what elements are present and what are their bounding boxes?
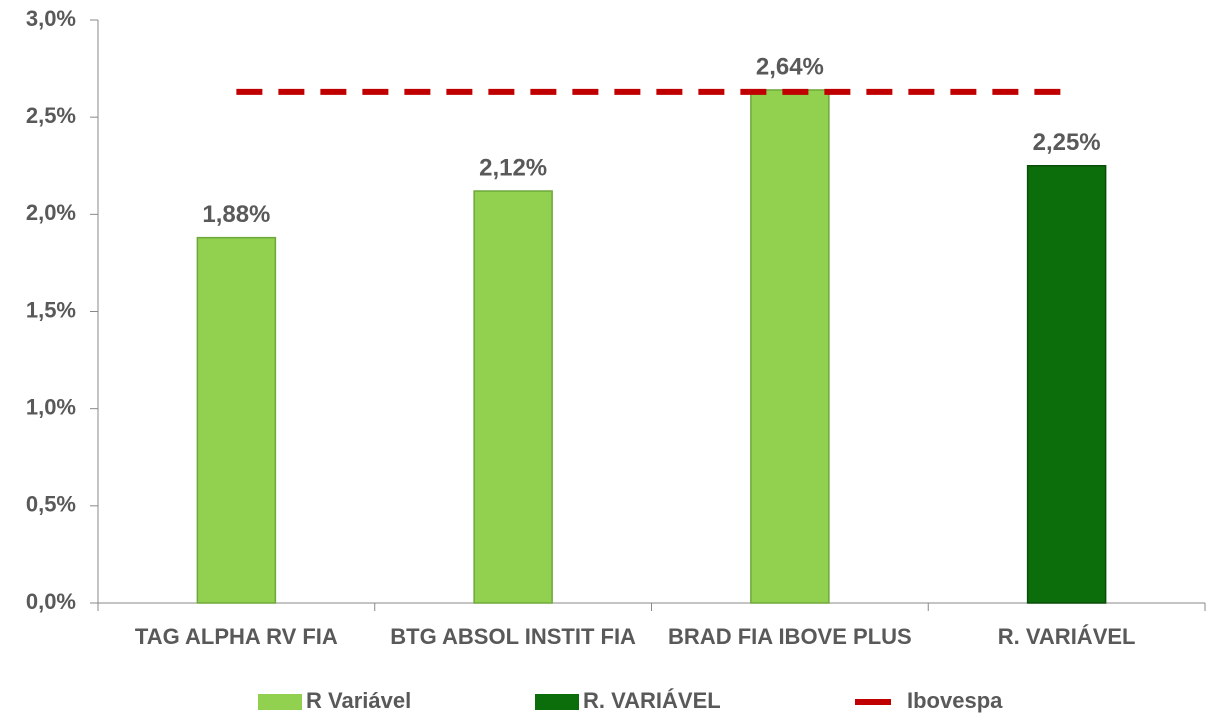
bar [1026,165,1107,604]
x-tick-label: BTG ABSOL INSTIT FIA [390,624,636,649]
x-tick-label: BRAD FIA IBOVE PLUS [668,624,912,649]
y-tick-label: 0,0% [26,589,76,614]
legend-label: Ibovespa [907,688,1003,713]
y-tick-label: 2,0% [26,200,76,225]
legend-label: R Variável [306,688,411,713]
y-tick-label: 0,5% [26,492,76,517]
y-tick-label: 3,0% [26,6,76,31]
legend-swatch [258,694,302,710]
x-tick-label: TAG ALPHA RV FIA [134,624,338,649]
y-tick-label: 1,0% [26,394,76,419]
y-tick-label: 1,5% [26,297,76,322]
bar [196,236,277,604]
bar [473,190,553,604]
y-tick-label: 2,5% [26,103,76,128]
data-label: 2,12% [479,154,547,181]
legend-label: R. VARIÁVEL [583,688,721,713]
data-label: 2,25% [1033,129,1101,156]
data-label: 1,88% [202,201,270,228]
legend-swatch [535,694,579,710]
x-tick-label: R. VARIÁVEL [997,624,1136,649]
data-label: 2,64% [756,53,824,80]
bar [750,89,830,604]
